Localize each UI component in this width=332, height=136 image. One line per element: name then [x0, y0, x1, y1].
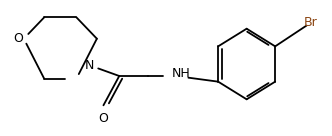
- Text: NH: NH: [171, 67, 190, 80]
- Text: O: O: [99, 112, 108, 125]
- Text: N: N: [85, 59, 94, 72]
- Text: Br: Br: [304, 16, 318, 29]
- Text: O: O: [14, 32, 24, 45]
